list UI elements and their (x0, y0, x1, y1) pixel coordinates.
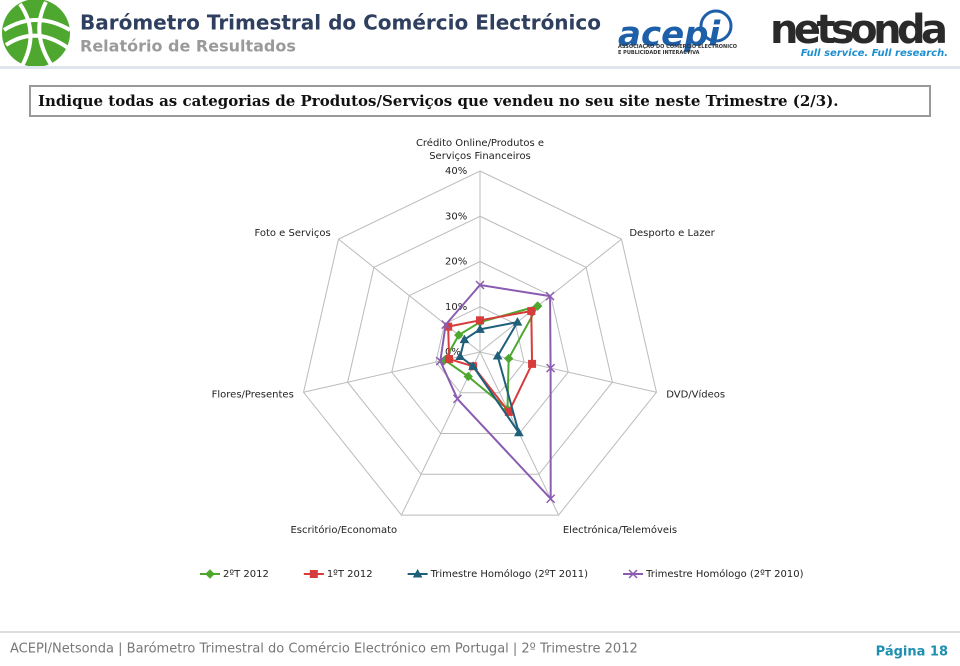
acepi-caption-box: ASSOCIAÇÃO DO COMÉRCIO ELECTRÓNICO E PUB… (618, 44, 738, 56)
point (452, 394, 462, 404)
point (492, 351, 503, 360)
point (459, 334, 470, 344)
point (527, 307, 536, 316)
point (514, 427, 524, 437)
legend-label: Trimestre Homólogo (2ºT 2011) (430, 568, 589, 580)
question-box (29, 85, 931, 117)
logo-globe (2, 0, 72, 68)
legend-label: 1ºT 2012 (327, 569, 373, 580)
category-label: Crédito Online/Produtos e Serviços Finan… (415, 138, 545, 162)
point (512, 317, 523, 326)
spoke (303, 351, 481, 393)
point (546, 494, 556, 504)
grid-ring (347, 215, 613, 475)
point (628, 569, 638, 579)
grid-ring (435, 306, 525, 394)
r-tick-label: 20% (445, 257, 467, 268)
legend-label: 2ºT 2012 (223, 569, 269, 580)
point (475, 280, 485, 290)
footer-text: ACEPI/Netsonda | Barómetro Trimestral do… (10, 642, 638, 657)
header-rule (0, 66, 960, 69)
radar-chart: Crédito Online/Produtos e Serviços Finan… (200, 138, 804, 580)
r-tick-label: 0% (445, 347, 461, 358)
point (476, 316, 484, 325)
point (546, 363, 556, 373)
point (468, 361, 478, 370)
point (435, 356, 445, 366)
point (445, 355, 454, 364)
netsonda-logo: netsonda (770, 7, 948, 53)
page-number: Página 18 (876, 645, 948, 660)
category-label: Desporto e Lazer (629, 228, 715, 239)
category-label: Flores/Presentes (212, 390, 294, 401)
question: Indique todas as categorias de Produtos/… (38, 92, 839, 110)
header-title: Barómetro Trimestral do Comércio Electró… (80, 11, 601, 35)
category-label: Electrónica/Telemóveis (563, 524, 677, 536)
point (454, 330, 464, 340)
r-tick-label: 40% (445, 166, 467, 177)
acepi-swoosh (699, 9, 733, 43)
legend-label: Trimestre Homólogo (2ºT 2010) (645, 568, 804, 580)
series-line (439, 283, 552, 502)
point (412, 568, 423, 578)
acepi-caption: ASSOCIAÇÃO DO COMÉRCIO ELECTRÓNICO E PUB… (618, 44, 738, 56)
category-label-box: Crédito Online/Produtos e Serviços Finan… (415, 138, 545, 162)
r-tick-label: 10% (445, 302, 467, 313)
point (205, 569, 215, 579)
category-label: DVD/Vídeos (666, 389, 725, 401)
point (503, 353, 514, 364)
point (475, 324, 485, 333)
header-subtitle: Relatório de Resultados (80, 37, 296, 56)
grid-ring (302, 170, 658, 516)
point (309, 570, 318, 578)
r-tick-label: 30% (445, 211, 467, 222)
point (463, 371, 473, 382)
point (545, 291, 555, 301)
series-line (447, 309, 534, 414)
category-label: Foto e Serviços (254, 228, 330, 239)
point (455, 351, 466, 361)
netsonda-tagline: Full service. Full research. (801, 48, 948, 59)
point (532, 301, 543, 311)
grid-ring (391, 260, 569, 435)
category-label: Escritório/Economato (290, 524, 397, 536)
point (441, 320, 451, 330)
point (528, 359, 537, 368)
